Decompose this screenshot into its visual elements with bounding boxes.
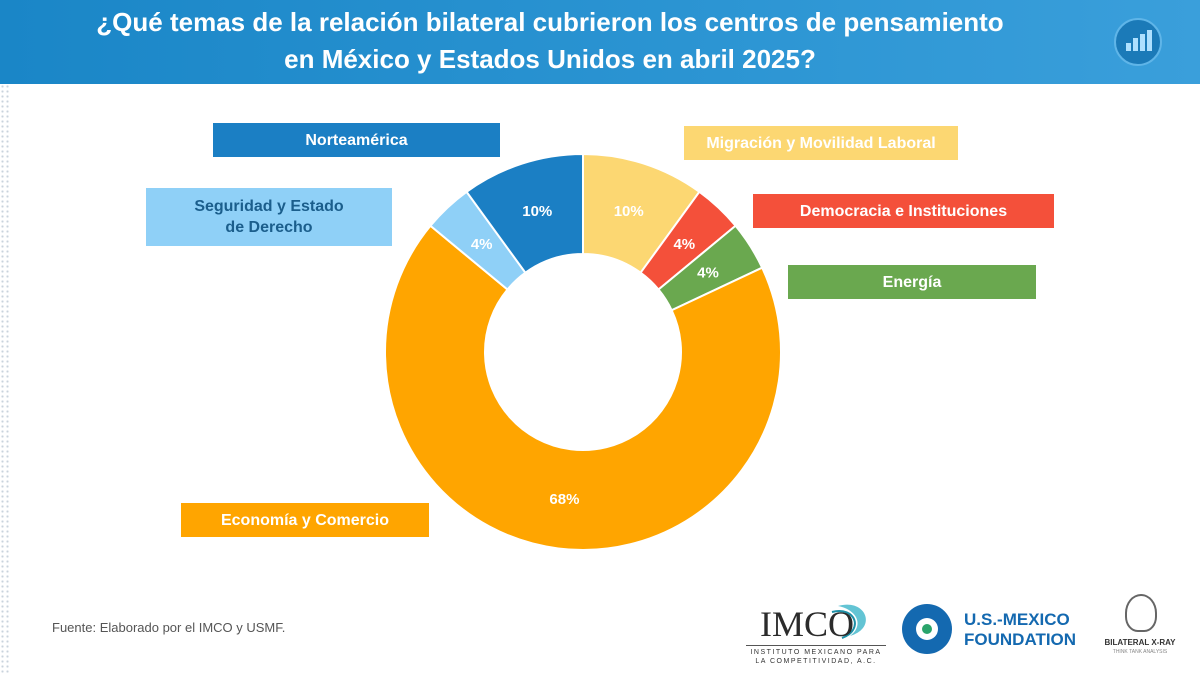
legend-label-migracion: Migración y Movilidad Laboral bbox=[684, 126, 958, 160]
data-label-economia: 68% bbox=[549, 491, 579, 508]
legend-label-seguridad: Seguridad y Estado de Derecho bbox=[146, 188, 392, 246]
head-profile-icon bbox=[1125, 594, 1157, 632]
data-label-democracia: 4% bbox=[673, 236, 695, 253]
chart-title-line-2: en México y Estados Unidos en abril 2025… bbox=[284, 44, 816, 74]
source-note: Fuente: Elaborado por el IMCO y USMF. bbox=[52, 620, 286, 635]
bar-chart-icon bbox=[1114, 18, 1162, 66]
usmf-line-1: U.S.-MEXICO bbox=[964, 610, 1070, 629]
slice-norteamerica bbox=[465, 152, 584, 275]
data-label-seguridad: 4% bbox=[471, 236, 493, 253]
decorative-dot-strip bbox=[0, 84, 10, 675]
usmf-emblem-icon bbox=[902, 604, 952, 654]
bilateral-xray-name: BILATERAL X-RAY bbox=[1104, 638, 1176, 647]
bilateral-xray-logo: BILATERAL X-RAY THINK TANK ANALYSIS bbox=[1100, 592, 1180, 662]
legend-label-norteamerica: Norteamérica bbox=[213, 123, 500, 157]
slice-economia bbox=[384, 224, 782, 551]
imco-name: IMCO bbox=[760, 604, 855, 644]
data-label-energia: 4% bbox=[697, 265, 719, 282]
legend-label-energia: Energía bbox=[788, 265, 1036, 299]
imco-logo: IMCO INSTITUTO MEXICANO PARA LA COMPETIT… bbox=[746, 598, 886, 668]
legend-label-economia: Economía y Comercio bbox=[181, 503, 429, 537]
usmf-logo: U.S.-MEXICO FOUNDATION bbox=[902, 602, 1082, 658]
usmf-line-2: FOUNDATION bbox=[964, 630, 1077, 649]
chart-title-line-1: ¿Qué temas de la relación bilateral cubr… bbox=[96, 7, 1004, 37]
imco-subtitle: INSTITUTO MEXICANO PARA LA COMPETITIVIDA… bbox=[746, 645, 886, 666]
data-label-migracion: 10% bbox=[614, 203, 644, 220]
imco-swirl-icon bbox=[831, 604, 866, 639]
title-banner: ¿Qué temas de la relación bilateral cubr… bbox=[0, 0, 1200, 84]
bilateral-xray-subtitle: THINK TANK ANALYSIS bbox=[1112, 649, 1168, 655]
usmf-name: U.S.-MEXICO FOUNDATION bbox=[964, 610, 1076, 650]
data-label-norteamerica: 10% bbox=[522, 203, 552, 220]
legend-label-democracia: Democracia e Instituciones bbox=[753, 194, 1054, 228]
